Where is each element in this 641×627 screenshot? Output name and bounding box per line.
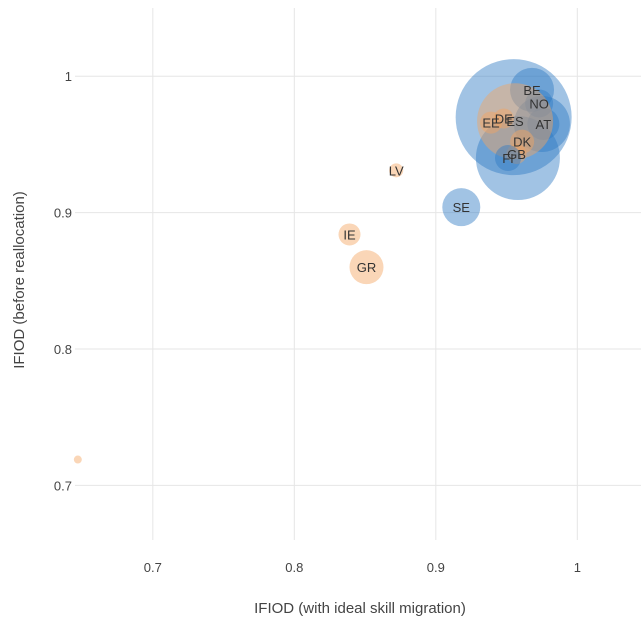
bubble-de[interactable] — [493, 108, 514, 129]
y-axis-ticks: 0.7 0.8 0.9 1 — [54, 69, 72, 493]
bubble-gr[interactable] — [349, 250, 384, 285]
bubble-es[interactable] — [477, 83, 554, 160]
bubble-gb[interactable] — [506, 143, 527, 164]
y-tick-label: 0.8 — [54, 342, 72, 357]
bubble-label-ie: IE — [343, 227, 356, 242]
bubble-no[interactable] — [525, 89, 554, 118]
bubble-label-dk: DK — [513, 135, 531, 150]
x-tick-label: 0.8 — [285, 560, 303, 575]
bubble-label-gb: GB — [507, 147, 526, 162]
bubble-dk[interactable] — [510, 129, 535, 154]
bubble-ie[interactable] — [338, 223, 361, 246]
bubbles — [73, 59, 572, 464]
y-axis-title: IFIOD (before reallocation) — [11, 191, 28, 369]
bubble-unlabeled[interactable] — [455, 59, 572, 176]
bubble-unlabeled[interactable] — [475, 116, 560, 201]
bubble-label-es: ES — [506, 114, 524, 129]
y-tick-label: 0.7 — [54, 478, 72, 493]
x-axis-title: IFIOD (with ideal skill migration) — [254, 600, 466, 617]
bubble-label-ee: EE — [482, 116, 500, 131]
bubble-label-fi: FI — [502, 151, 514, 166]
bubble-label-be: BE — [523, 83, 541, 98]
bubble-ee[interactable] — [480, 111, 503, 134]
bubble-lv[interactable] — [389, 163, 404, 178]
bubble-label-gr: GR — [357, 260, 377, 275]
bubble-be[interactable] — [510, 67, 555, 112]
y-tick-label: 0.9 — [54, 206, 72, 221]
x-tick-label: 0.7 — [144, 560, 162, 575]
bubble-label-at: AT — [536, 117, 552, 132]
bubble-label-se: SE — [453, 200, 471, 215]
bubble-unlabeled[interactable] — [73, 455, 82, 464]
x-axis-ticks: 0.7 0.8 0.9 1 — [144, 560, 581, 575]
x-tick-label: 0.9 — [427, 560, 445, 575]
gridlines — [75, 8, 641, 540]
bubble-se[interactable] — [442, 188, 481, 227]
bubble-fi[interactable] — [494, 145, 521, 172]
x-tick-label: 1 — [574, 560, 581, 575]
bubble-label-no: NO — [529, 96, 549, 111]
bubble-at[interactable] — [527, 107, 560, 140]
bubble-unlabeled[interactable] — [513, 95, 570, 152]
bubble-label-de: DE — [495, 111, 513, 126]
bubble-label-lv: LV — [389, 163, 404, 178]
y-tick-label: 1 — [65, 69, 72, 84]
